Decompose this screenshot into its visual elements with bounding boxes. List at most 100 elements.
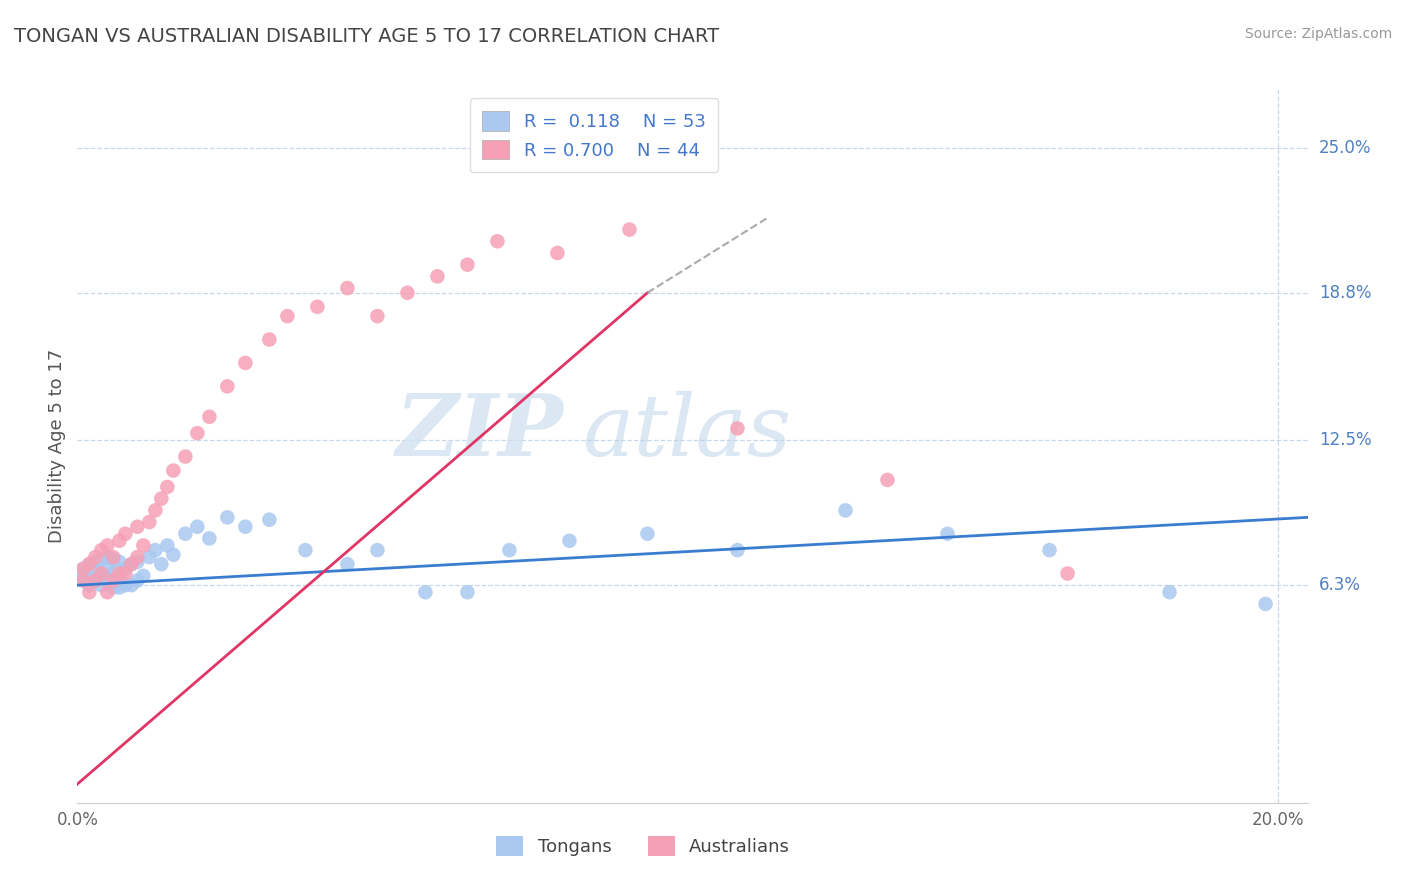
Point bbox=[114, 566, 136, 581]
Point bbox=[558, 533, 581, 548]
Point bbox=[366, 543, 388, 558]
Text: TONGAN VS AUSTRALIAN DISABILITY AGE 5 TO 17 CORRELATION CHART: TONGAN VS AUSTRALIAN DISABILITY AGE 5 TO… bbox=[14, 27, 720, 45]
Point bbox=[162, 464, 184, 478]
Point bbox=[727, 543, 749, 558]
Point bbox=[103, 552, 125, 566]
Text: 25.0%: 25.0% bbox=[1319, 138, 1371, 157]
Point bbox=[498, 543, 520, 558]
Point bbox=[127, 555, 149, 569]
Point bbox=[619, 222, 641, 236]
Point bbox=[1254, 597, 1277, 611]
Point bbox=[217, 510, 239, 524]
Point bbox=[156, 480, 179, 494]
Point bbox=[727, 421, 749, 435]
Point bbox=[127, 519, 149, 533]
Point bbox=[307, 300, 329, 314]
Point bbox=[84, 574, 107, 588]
Point bbox=[936, 526, 959, 541]
Point bbox=[156, 538, 179, 552]
Point bbox=[415, 585, 437, 599]
Point bbox=[108, 566, 131, 581]
Point bbox=[138, 550, 160, 565]
Point bbox=[79, 585, 101, 599]
Point bbox=[103, 550, 125, 565]
Point bbox=[79, 557, 101, 571]
Point bbox=[84, 555, 107, 569]
Point bbox=[84, 564, 107, 578]
Point bbox=[108, 555, 131, 569]
Point bbox=[79, 569, 101, 583]
Point bbox=[132, 569, 155, 583]
Point bbox=[138, 515, 160, 529]
Point bbox=[1159, 585, 1181, 599]
Point bbox=[96, 574, 118, 588]
Point bbox=[90, 566, 112, 581]
Point bbox=[186, 519, 208, 533]
Point bbox=[456, 258, 478, 272]
Point bbox=[103, 574, 125, 588]
Point bbox=[96, 550, 118, 565]
Point bbox=[90, 552, 112, 566]
Point bbox=[235, 519, 257, 533]
Point bbox=[174, 450, 197, 464]
Point bbox=[108, 569, 131, 583]
Point bbox=[546, 246, 568, 260]
Point bbox=[120, 557, 142, 571]
Point bbox=[108, 533, 131, 548]
Point bbox=[366, 309, 388, 323]
Point bbox=[217, 379, 239, 393]
Text: atlas: atlas bbox=[582, 391, 790, 473]
Point bbox=[259, 333, 281, 347]
Point bbox=[72, 562, 94, 576]
Point bbox=[636, 526, 658, 541]
Point bbox=[96, 585, 118, 599]
Point bbox=[143, 543, 166, 558]
Point bbox=[103, 581, 125, 595]
Point bbox=[1038, 543, 1060, 558]
Point bbox=[235, 356, 257, 370]
Point bbox=[72, 569, 94, 583]
Point bbox=[120, 557, 142, 571]
Point bbox=[336, 281, 359, 295]
Text: Source: ZipAtlas.com: Source: ZipAtlas.com bbox=[1244, 27, 1392, 41]
Point bbox=[84, 550, 107, 565]
Point bbox=[150, 491, 173, 506]
Point bbox=[90, 543, 112, 558]
Point bbox=[90, 566, 112, 581]
Point bbox=[96, 562, 118, 576]
Point bbox=[72, 574, 94, 588]
Point bbox=[84, 574, 107, 588]
Point bbox=[79, 578, 101, 592]
Text: 12.5%: 12.5% bbox=[1319, 431, 1371, 450]
Point bbox=[114, 562, 136, 576]
Point bbox=[259, 513, 281, 527]
Point bbox=[79, 557, 101, 571]
Point bbox=[294, 543, 316, 558]
Point bbox=[143, 503, 166, 517]
Point bbox=[1056, 566, 1078, 581]
Point bbox=[876, 473, 898, 487]
Point bbox=[120, 578, 142, 592]
Point bbox=[132, 538, 155, 552]
Text: 18.8%: 18.8% bbox=[1319, 284, 1371, 301]
Point bbox=[426, 269, 449, 284]
Point bbox=[198, 532, 221, 546]
Point bbox=[114, 526, 136, 541]
Point bbox=[72, 562, 94, 576]
Point bbox=[90, 578, 112, 592]
Point bbox=[276, 309, 298, 323]
Point bbox=[186, 426, 208, 441]
Point bbox=[127, 574, 149, 588]
Point bbox=[834, 503, 856, 517]
Point bbox=[150, 557, 173, 571]
Point bbox=[456, 585, 478, 599]
Point bbox=[127, 550, 149, 565]
Y-axis label: Disability Age 5 to 17: Disability Age 5 to 17 bbox=[48, 349, 66, 543]
Text: 6.3%: 6.3% bbox=[1319, 576, 1361, 594]
Point bbox=[336, 557, 359, 571]
Point bbox=[114, 578, 136, 592]
Point bbox=[486, 234, 509, 248]
Point bbox=[396, 285, 419, 300]
Point bbox=[72, 574, 94, 588]
Text: ZIP: ZIP bbox=[395, 390, 564, 474]
